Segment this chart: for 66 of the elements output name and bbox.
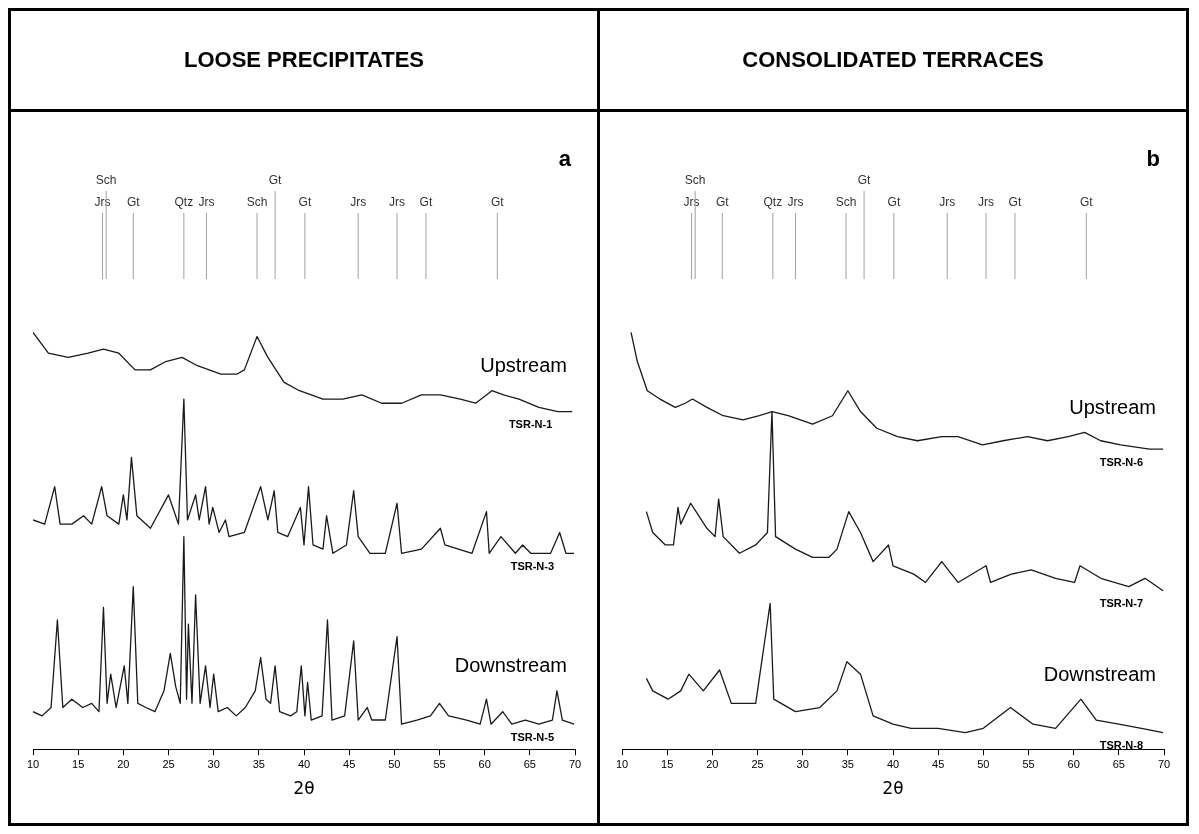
ref-line-label: Gt	[857, 173, 872, 188]
ref-line-label: Sch	[684, 173, 706, 188]
series-label: TSR-N-6	[1099, 455, 1144, 468]
text: a	[558, 146, 572, 172]
annotation: Upstream	[480, 354, 567, 377]
ref-line-label: Qtz	[174, 195, 194, 210]
ref-line-label: Gt	[1079, 195, 1094, 210]
ref-line-label: Jrs	[683, 195, 700, 210]
x-tick-label: 60	[1067, 757, 1080, 770]
ref-line-label: Gt	[1008, 195, 1022, 210]
x-tick-label: 40	[297, 757, 311, 770]
ref-line-label: Jrs	[787, 195, 804, 210]
ref-line-label: Gt	[419, 195, 433, 210]
x-tick-label: 25	[751, 757, 764, 770]
x-tick-label: 20	[706, 757, 719, 770]
annotation: Upstream	[1069, 395, 1156, 418]
ref-line-label: Gt	[298, 195, 312, 210]
x-tick-label: 65	[1112, 757, 1125, 770]
series-label: TSR-N-5	[510, 730, 555, 743]
x-tick-label: 60	[478, 757, 491, 770]
ref-line-label: Jrs	[978, 195, 995, 210]
ref-line-label: Sch	[835, 195, 857, 210]
ref-line-label: Gt	[490, 195, 505, 210]
x-axis-title: 2θ	[293, 776, 315, 798]
x-tick-label: 25	[162, 757, 175, 770]
ref-line-label: Sch	[95, 173, 117, 188]
x-tick-label: 45	[343, 757, 356, 770]
x-tick-label: 35	[252, 757, 265, 770]
annotation: Downstream	[454, 654, 567, 677]
x-tick-label: 50	[388, 757, 401, 770]
ref-line-label: Gt	[126, 195, 141, 210]
x-tick-label: 50	[977, 757, 990, 770]
x-tick-label: 35	[841, 757, 854, 770]
ref-line-label: Jrs	[389, 195, 406, 210]
x-tick-label: 20	[117, 757, 130, 770]
series-label: TSR-N-3	[510, 559, 555, 572]
text: b	[1146, 146, 1160, 172]
ref-line-label: Jrs	[350, 195, 367, 210]
x-tick-label: 70	[1157, 757, 1171, 770]
ref-line-label: Sch	[246, 195, 268, 210]
x-tick-label: 65	[523, 757, 536, 770]
chart-title: CONSOLIDATED TERRACES	[600, 11, 1186, 112]
series-label: TSR-N-1	[508, 418, 553, 431]
ref-line-label: Gt	[268, 173, 283, 188]
x-tick-label: 30	[207, 757, 220, 770]
x-tick-label: 55	[433, 757, 446, 770]
ref-line-label: Qtz	[763, 195, 783, 210]
x-tick-label: 55	[1022, 757, 1035, 770]
x-tick-label: 15	[72, 757, 85, 770]
series-label: TSR-N-7	[1099, 597, 1144, 610]
x-tick-label: 15	[661, 757, 674, 770]
series-label: TSR-N-8	[1099, 739, 1144, 752]
ref-line-label: Gt	[887, 195, 901, 210]
ref-line-label: Jrs	[94, 195, 111, 210]
x-axis-title: 2θ	[882, 776, 904, 798]
annotation: Downstream	[1043, 662, 1156, 685]
ref-line-label: Jrs	[198, 195, 215, 210]
x-tick-label: 30	[796, 757, 809, 770]
ref-line-label: Jrs	[939, 195, 956, 210]
x-tick-label: 10	[615, 757, 629, 770]
x-tick-label: 70	[568, 757, 582, 770]
x-tick-label: 40	[886, 757, 900, 770]
chart-title: LOOSE PRECIPITATES	[11, 11, 597, 112]
x-tick-label: 10	[26, 757, 40, 770]
x-tick-label: 45	[932, 757, 945, 770]
ref-line-label: Gt	[715, 195, 730, 210]
